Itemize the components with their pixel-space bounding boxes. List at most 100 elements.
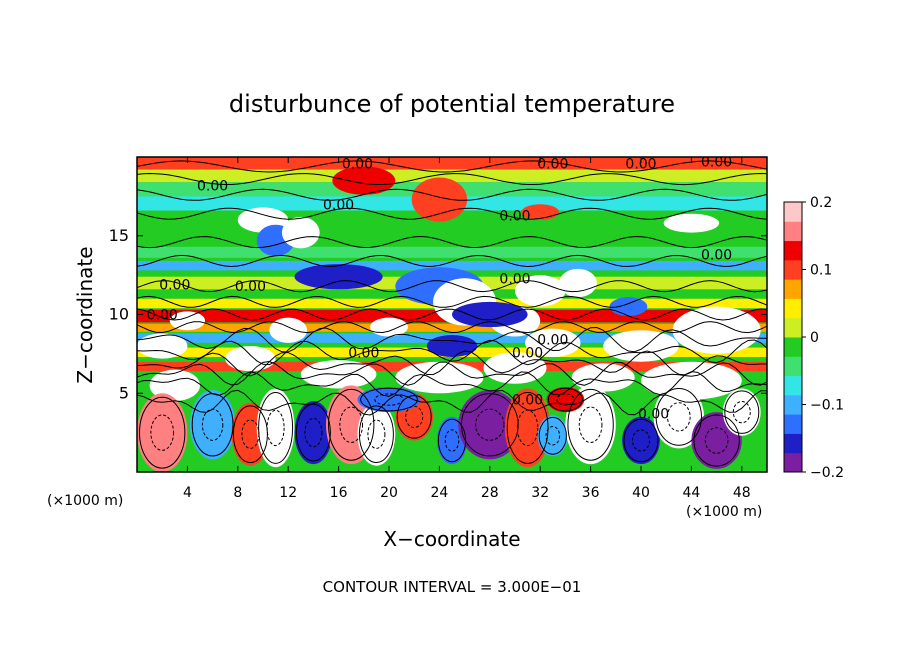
x-axis-label: X−coordinate	[383, 527, 520, 551]
colorbar-swatch	[784, 221, 802, 242]
colorbar-tick-label: −0.2	[810, 465, 844, 481]
x-unit-right: (×1000 m)	[686, 504, 762, 520]
contour-label: 0.00	[197, 178, 228, 194]
contour-ring	[304, 417, 323, 448]
contour-line	[137, 160, 767, 173]
field-band	[137, 169, 767, 183]
field-blob	[546, 386, 585, 413]
contour-line	[137, 350, 767, 377]
contour-line	[137, 280, 767, 293]
field-blob	[137, 393, 188, 472]
contour-ring	[724, 390, 760, 434]
contour-label: 0.00	[701, 155, 732, 171]
contour-label: 0.00	[348, 345, 379, 361]
field-blob	[609, 297, 648, 317]
colorbar-swatch	[784, 414, 802, 434]
field-blob	[537, 415, 568, 457]
colorbar-swatch	[784, 394, 802, 415]
colorbar-swatch	[784, 433, 802, 454]
y-tick-label: 10	[109, 305, 129, 324]
field-blob	[653, 385, 704, 449]
field-blob	[559, 268, 597, 298]
contour-line	[137, 172, 767, 186]
x-tick-label: 32	[531, 485, 549, 501]
field-band	[137, 323, 767, 332]
contour-ring	[339, 406, 364, 443]
contour-label: 0.00	[499, 208, 530, 224]
colorbar-tick-label: −0.1	[810, 398, 844, 414]
contour-label: 0.00	[159, 278, 190, 294]
field-blob	[281, 216, 320, 249]
field-blob	[149, 369, 200, 402]
contour-line	[137, 339, 767, 366]
contour-ring	[358, 405, 394, 464]
field-blob	[515, 275, 566, 307]
contour-labels: 0.00 0.00 0.00 0.000.000.000.000.000.000.00…	[147, 155, 733, 423]
contour-ring	[732, 401, 751, 424]
contour-ring	[704, 427, 729, 454]
field-blob	[332, 166, 396, 195]
contour-ring	[567, 388, 614, 461]
x-tick-label: 44	[682, 485, 700, 501]
contour-label: 0.00	[323, 197, 354, 213]
field-blob	[189, 390, 236, 460]
colorbar-swatch	[784, 317, 802, 338]
colorbar-swatch	[784, 337, 802, 357]
colorbar-tick-label: 0.2	[810, 195, 832, 211]
contour-line	[137, 235, 767, 249]
contour-label: 0.00	[701, 248, 732, 264]
contour-ring	[396, 395, 432, 439]
contour-line	[137, 389, 767, 416]
field-blob	[722, 388, 761, 436]
plot-area: 0.00 0.00 0.00 0.000.000.000.000.000.000.00…	[137, 155, 767, 472]
field-blob	[452, 301, 528, 328]
contour-line	[137, 371, 767, 397]
contour-label: 0.00	[342, 156, 373, 172]
contour-ring	[295, 403, 331, 462]
colorbar: 0.2 0.1 0 −0.1 −0.2	[783, 195, 844, 481]
contour-label: 0.00	[625, 156, 656, 172]
contour-ring	[191, 393, 234, 457]
field-blob	[622, 416, 660, 465]
field-blob	[169, 311, 206, 331]
chart-title: disturbunce of potential temperature	[229, 90, 675, 118]
contour-lines	[137, 160, 767, 469]
field-blob	[294, 264, 383, 290]
field-blob	[225, 346, 276, 372]
x-tick-label: 20	[380, 485, 398, 501]
colorbar-tick-label: 0	[810, 330, 819, 346]
colorbar-swatch	[784, 375, 802, 396]
colorbar-swatch	[784, 356, 802, 377]
contour-ring	[556, 393, 575, 406]
y-tick-label: 15	[109, 226, 129, 245]
contour-ring	[150, 414, 175, 451]
contour-ring	[405, 405, 424, 429]
field-blob	[256, 388, 295, 468]
contour-ring	[631, 429, 651, 452]
colorbar-swatch	[784, 240, 802, 261]
contour-ring	[444, 429, 460, 452]
x-axis: 4 8 12 16 20 24 28 32 36 40 44 48	[183, 157, 751, 501]
colorbar-swatch	[784, 452, 802, 473]
field-blob	[395, 361, 484, 394]
x-tick-label: 24	[430, 485, 448, 501]
contour-line	[137, 321, 767, 334]
contour-label: 0.00	[512, 393, 543, 409]
field-blob	[411, 177, 468, 222]
x-tick-label: 48	[733, 485, 751, 501]
field-band	[137, 157, 767, 170]
contour-ring	[258, 391, 294, 464]
contour-ring	[547, 387, 583, 412]
contour-label: 0.00	[537, 333, 568, 349]
contour-label: 0.00	[147, 308, 178, 324]
field-band	[137, 246, 767, 258]
colorbar-swatch	[784, 298, 802, 319]
field-blob	[525, 328, 581, 358]
contour-ring	[693, 414, 740, 467]
contour-line	[137, 207, 767, 220]
field-blob	[663, 213, 720, 233]
contour-ring	[545, 426, 561, 446]
contour-label: 0.00	[512, 345, 543, 361]
contour-ring	[360, 387, 418, 412]
